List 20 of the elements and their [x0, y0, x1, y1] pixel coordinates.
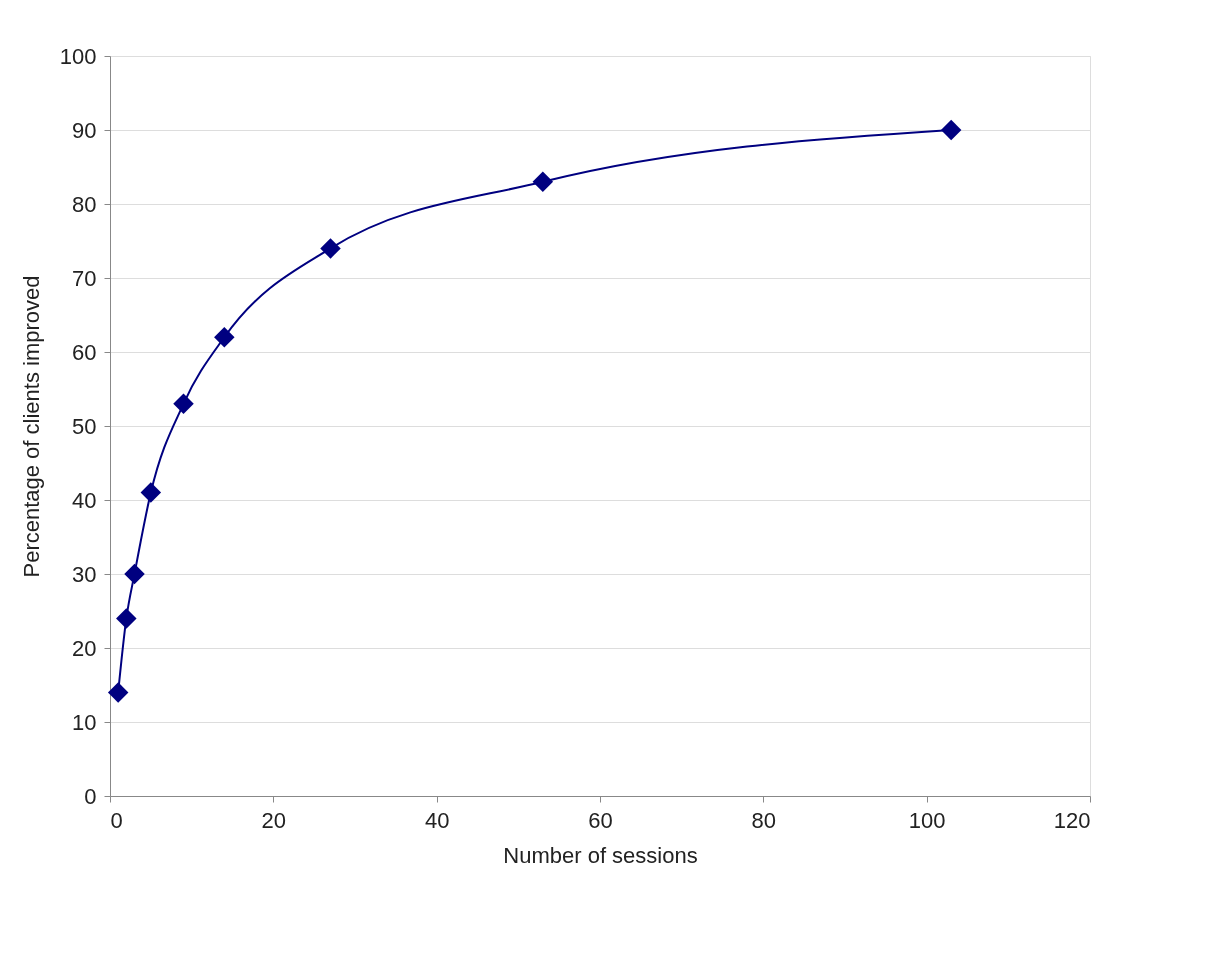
y-tick-label: 60	[72, 339, 97, 365]
y-tick-label: 20	[72, 635, 97, 661]
y-tick-label: 40	[72, 487, 97, 513]
y-tick-label: 100	[59, 43, 97, 69]
x-tick-label: 120	[1053, 807, 1091, 833]
y-axis-title: Percentage of clients improved	[18, 275, 44, 578]
x-tick-label: 100	[908, 807, 946, 833]
x-tick-label: 0	[110, 807, 123, 833]
x-tick-label: 20	[261, 807, 287, 833]
y-tick-label: 10	[72, 709, 97, 735]
y-tick-label: 90	[72, 117, 97, 143]
y-tick-label: 30	[72, 561, 97, 587]
x-tick-label: 60	[588, 807, 613, 833]
x-axis-title: Number of sessions	[503, 842, 698, 868]
y-tick-label: 50	[72, 413, 97, 439]
x-tick-label: 80	[751, 807, 777, 833]
x-tick-label: 40	[424, 807, 450, 833]
y-tick-label: 80	[72, 191, 97, 217]
y-tick-label: 70	[72, 265, 97, 291]
y-tick-label: 0	[84, 783, 97, 809]
